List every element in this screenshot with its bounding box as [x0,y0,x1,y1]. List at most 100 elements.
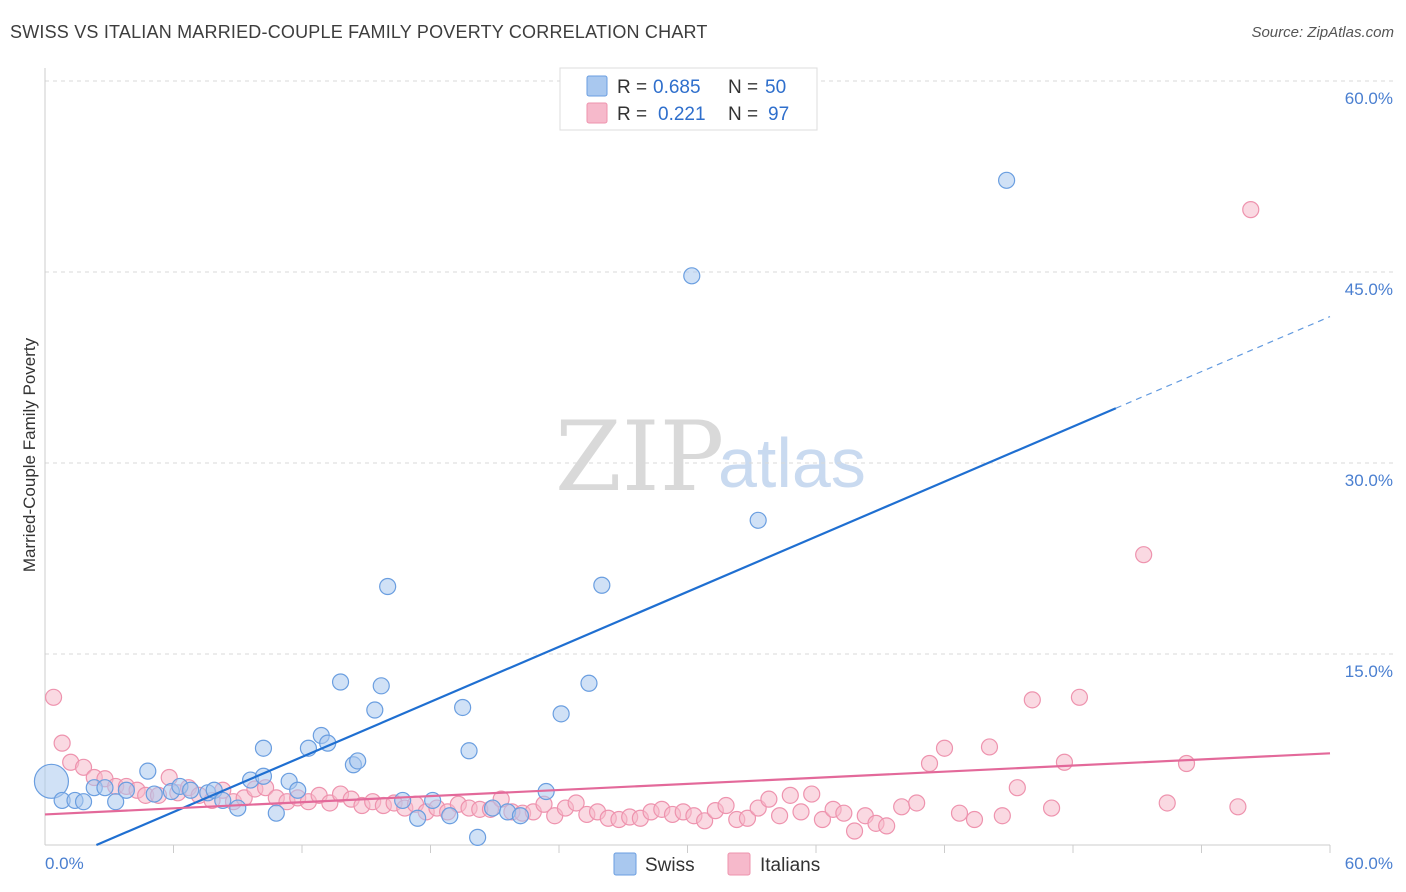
swiss-point [145,785,163,803]
italians-point [935,739,954,757]
italians-point [567,794,585,812]
swiss-point [552,705,570,723]
x-tick-label: 0.0% [45,854,84,873]
italians-series-label: Italians [760,855,820,876]
italians-point [1242,201,1260,219]
swiss-point [366,701,384,719]
swiss-point [441,807,459,825]
swiss-point [74,793,93,811]
italians-point [1135,546,1153,564]
trend-lines [44,316,1331,847]
swiss-point [469,828,487,846]
italians-point [920,754,939,773]
italians-point [74,758,93,776]
italians-point [878,817,896,835]
swiss-point [289,781,307,799]
italians-point [696,812,714,830]
italians-point [813,810,832,829]
italians-point [781,786,799,804]
italians-point [980,738,999,756]
swiss-point [267,804,285,822]
swiss-legend-swatch [586,75,608,97]
italians-point [1229,798,1247,816]
italians-point [717,796,735,815]
swiss-point [394,791,412,810]
italians-point [53,734,71,752]
swiss-point [460,742,478,760]
x-axis-ticks [173,845,1331,853]
stats-legend: R = 0.685 N = 50 R = 0.221 N = 97 [559,67,818,131]
italians-trend-line [44,752,1331,816]
italians-point [1055,753,1074,771]
y-tick-label: 45.0% [1345,280,1393,299]
swiss-point [33,763,70,799]
swiss-point [117,781,135,799]
swiss-point [409,809,427,827]
swiss-point [372,677,390,695]
italians-legend-swatch [586,102,608,124]
swiss-point [182,781,200,799]
x-tick-label: 60.0% [1345,854,1393,873]
gridlines [45,80,1393,655]
swiss-point [998,171,1016,189]
italians-point [1008,779,1026,797]
swiss-point [139,762,157,780]
series-legend: Swiss Italians [613,852,820,876]
italians-point [738,809,757,827]
swiss-point [349,752,367,770]
swiss-point [580,674,598,692]
italians-n-label: N = [728,104,758,125]
swiss-series-points [33,171,1016,846]
italians-n-value: 97 [768,104,789,125]
italians-series-points [44,201,1260,840]
italians-point [965,810,984,829]
italians-point [1042,799,1061,817]
source-label: Source: ZipAtlas.com [1251,24,1394,41]
italians-point [1158,794,1176,812]
italians-point [893,798,911,816]
swiss-point [749,511,767,529]
italians-point [908,794,926,812]
swiss-trend-line [95,407,1117,847]
swiss-series-label: Swiss [645,855,695,876]
swiss-point [484,799,502,817]
italians-point [770,807,789,825]
swiss-point [683,267,701,285]
swiss-point [331,673,350,691]
swiss-n-value: 50 [765,77,786,98]
italians-point [1070,688,1089,706]
swiss-n-label: N = [728,77,758,98]
swiss-point [379,577,397,596]
italians-point [993,807,1011,825]
swiss-point [229,799,247,817]
chart-title: SWISS VS ITALIAN MARRIED-COUPLE FAMILY P… [10,22,708,42]
italians-point [1177,754,1196,773]
y-tick-label: 30.0% [1345,471,1393,490]
swiss-point [593,576,611,594]
swiss-trend-extension [1115,316,1331,409]
swiss-point [511,807,530,825]
italians-series-swatch [727,852,751,876]
italians-point [803,785,821,803]
swiss-point [214,791,232,810]
italians-point [44,688,63,706]
swiss-point [96,779,114,797]
swiss-r-value: 0.685 [653,77,701,98]
swiss-r-label: R = [617,77,647,98]
y-tick-label: 15.0% [1345,662,1393,681]
italians-r-value: 0.221 [658,104,706,125]
y-tick-label: 60.0% [1345,89,1393,108]
italians-point [845,822,864,840]
swiss-point [107,793,125,811]
italians-r-label: R = [617,104,647,125]
italians-point [1023,691,1041,709]
watermark-zip: ZIP [555,401,724,513]
italians-point [950,804,969,822]
italians-point [792,803,810,821]
swiss-point [454,698,472,717]
swiss-point [254,739,273,757]
italians-point [760,790,778,808]
swiss-series-swatch [613,852,637,876]
italians-point [835,804,853,822]
